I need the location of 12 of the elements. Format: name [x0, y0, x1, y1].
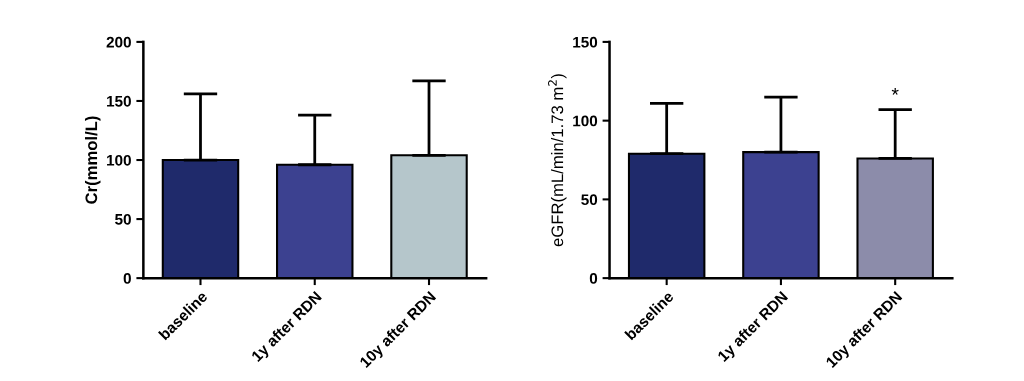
- y-tick-label: 150: [107, 95, 131, 107]
- y-tick-label: 0: [123, 273, 131, 284]
- y-tick-label: 150: [573, 36, 598, 48]
- y-tick-label: 200: [106, 36, 131, 48]
- y-axis-title: eGFR(mL/min/1.73 m$^{2}$): [548, 74, 567, 247]
- annotation: *: [891, 88, 899, 95]
- y-tick-label: 50: [581, 194, 598, 206]
- y-tick-label: 100: [107, 154, 131, 166]
- y-tick-label: 0: [589, 273, 598, 284]
- y-axis-title: Cr(mmol/L): [84, 116, 101, 204]
- y-tick-label: 100: [573, 115, 598, 127]
- y-tick-label: 50: [115, 213, 131, 225]
